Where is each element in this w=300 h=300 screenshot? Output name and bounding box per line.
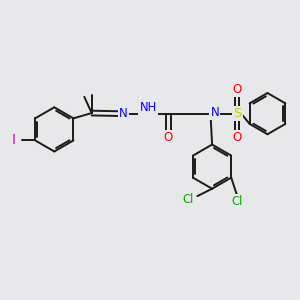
Text: S: S [233,107,242,120]
Text: NH: NH [140,101,157,114]
Text: O: O [232,131,242,144]
Text: Cl: Cl [182,194,194,206]
Text: I: I [12,134,16,147]
Text: N: N [210,106,219,119]
Text: O: O [232,83,242,96]
Text: O: O [164,131,173,144]
Text: Cl: Cl [232,195,243,208]
Text: N: N [119,107,128,120]
